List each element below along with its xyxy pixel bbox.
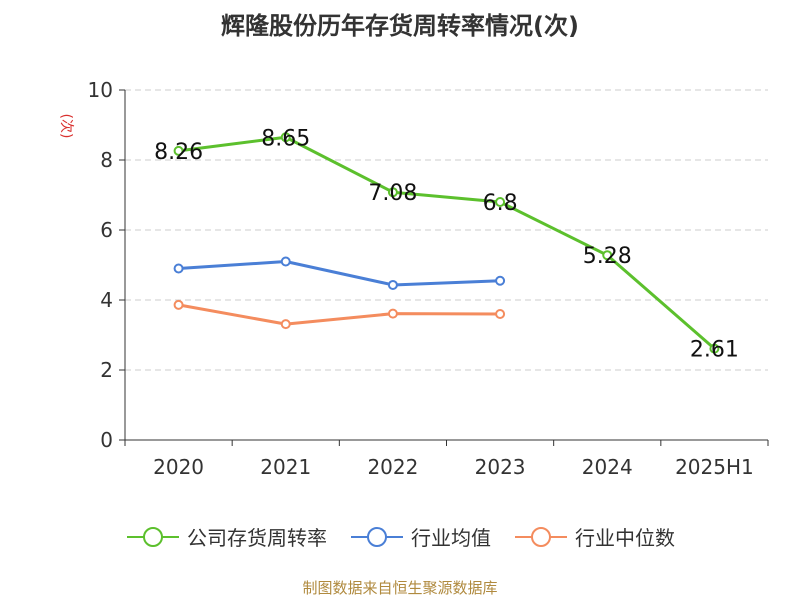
x-tick-label: 2025H1: [675, 455, 754, 479]
data-point: [495, 275, 506, 286]
data-label: 5.28: [583, 244, 632, 269]
legend-marker-icon: [351, 526, 403, 547]
legend-label: 行业中位数: [575, 526, 675, 550]
x-tick-label: 2023: [475, 455, 526, 479]
x-tick-label: 2022: [367, 455, 418, 479]
data-point: [387, 187, 398, 198]
data-point: [387, 279, 398, 290]
chart-title: 辉隆股份历年存货周转率情况(次): [221, 12, 579, 40]
y-tick-label: 8: [100, 148, 113, 172]
data-label: 7.08: [368, 181, 417, 206]
legend-item[interactable]: 公司存货周转率: [125, 522, 327, 551]
data-label: 6.8: [483, 191, 518, 216]
legend-marker-icon: [515, 526, 567, 547]
data-point: [495, 197, 506, 207]
data-point: [173, 145, 184, 156]
data-label: 8.26: [154, 140, 203, 165]
data-point: [709, 343, 720, 354]
legend-item[interactable]: 行业均值: [349, 522, 491, 551]
data-point: [495, 309, 506, 319]
data-point: [173, 263, 184, 274]
data-point: [387, 308, 398, 319]
legend: 公司存货周转率 行业均值 行业中位数: [0, 522, 800, 551]
legend-label: 公司存货周转率: [187, 526, 327, 550]
series-line: [178, 303, 501, 326]
y-tick-label: 6: [100, 218, 113, 242]
data-point: [173, 299, 184, 310]
data-point: [280, 256, 291, 267]
y-tick-label: 4: [100, 288, 113, 312]
x-tick-label: 2020: [153, 455, 204, 479]
y-axis-label: (次): [58, 114, 74, 139]
data-label: 2.61: [690, 338, 739, 363]
y-tick-label: 2: [100, 358, 113, 382]
data-label: 8.65: [261, 126, 310, 151]
y-tick-label: 10: [88, 78, 113, 102]
legend-label: 行业均值: [411, 526, 491, 550]
series-line: [178, 135, 716, 350]
data-point: [602, 250, 613, 261]
legend-marker-icon: [127, 526, 179, 547]
x-tick-label: 2024: [582, 455, 633, 479]
series-line: [178, 260, 501, 287]
source-note: 制图数据来自恒生聚源数据库: [302, 579, 498, 597]
data-point: [280, 132, 291, 143]
data-point: [280, 319, 291, 330]
legend-item[interactable]: 行业中位数: [513, 522, 675, 551]
x-tick-label: 2021: [260, 455, 311, 479]
y-tick-label: 0: [100, 428, 113, 452]
